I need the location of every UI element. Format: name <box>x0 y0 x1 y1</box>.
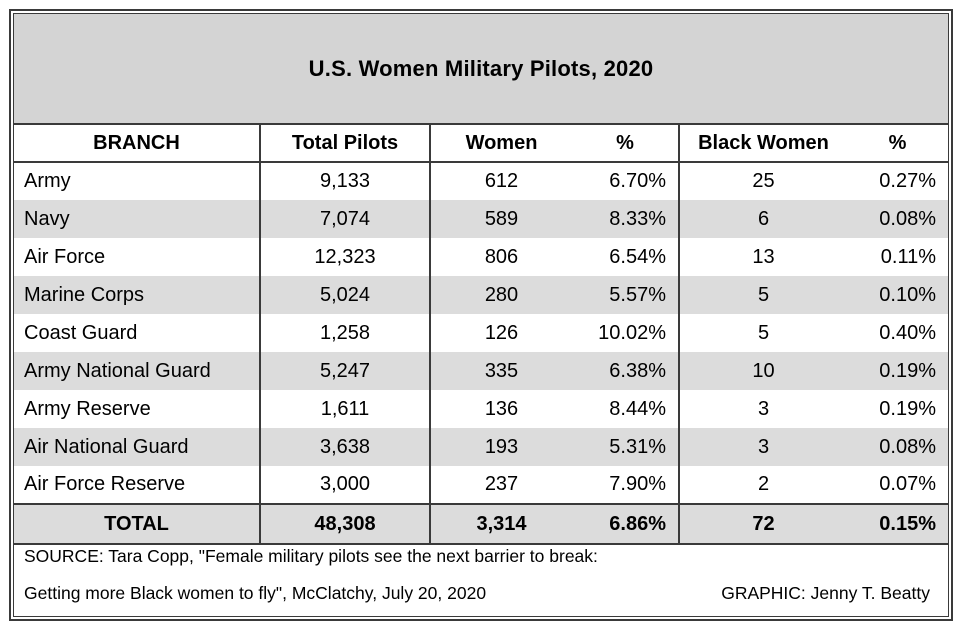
header-row: BRANCH Total Pilots Women % Black Women … <box>14 125 948 163</box>
cell-branch: Air National Guard <box>14 428 260 466</box>
cell-black-women: 5 <box>678 276 847 314</box>
cell-women-pct: 5.57% <box>572 276 679 314</box>
cell-black-women: 10 <box>678 352 847 390</box>
cell-black-pct: 0.40% <box>879 321 936 344</box>
cell-branch: Army Reserve <box>24 397 151 420</box>
cell-black-women: 3 <box>678 390 847 428</box>
cell-women: 806 <box>429 238 572 276</box>
cell-black-pct: 0.08% <box>847 428 948 466</box>
header-women-pct: % <box>572 125 679 163</box>
outer-frame <box>9 9 953 621</box>
cell-black-pct: 0.19% <box>879 397 936 420</box>
total-pilots: 48,308 <box>259 503 430 545</box>
cell-total: 1,611 <box>259 390 430 428</box>
cell-women-pct: 6.54% <box>609 245 666 268</box>
source-line-1: SOURCE: Tara Copp, "Female military pilo… <box>24 546 598 566</box>
total-row: TOTAL 48,308 3,314 6.86% 72 0.15% <box>14 503 948 545</box>
table-row: Coast Guard 1,258 126 10.02% 5 0.40% <box>14 314 948 352</box>
cell-total: 12,323 <box>259 238 430 276</box>
total-black-women: 72 <box>678 503 847 545</box>
total-women: 3,314 <box>429 503 572 545</box>
header-black-pct: % <box>847 125 948 163</box>
cell-black-pct: 0.19% <box>847 352 948 390</box>
cell-black-women: 6 <box>678 200 847 238</box>
cell-women: 136 <box>429 390 572 428</box>
cell-black-pct: 0.10% <box>847 276 948 314</box>
cell-women-pct: 5.31% <box>572 428 679 466</box>
cell-women: 612 <box>429 162 572 200</box>
total-black-pct: 0.15% <box>847 503 948 545</box>
cell-black-pct: 0.07% <box>879 473 936 495</box>
table-row: Air Force Reserve 3,000 237 7.90% 2 0.07… <box>14 466 948 504</box>
cell-black-women: 5 <box>678 314 847 352</box>
source-line-2: Getting more Black women to fly", McClat… <box>24 583 487 603</box>
cell-branch: Air Force <box>24 245 106 268</box>
cell-women: 335 <box>429 352 572 390</box>
cell-total: 7,074 <box>259 200 430 238</box>
cell-women-pct: 10.02% <box>598 321 666 344</box>
cell-total: 5,024 <box>259 276 430 314</box>
cell-total: 3,638 <box>259 428 430 466</box>
cell-black-pct: 0.11% <box>880 245 936 268</box>
pilots-table: BRANCH Total Pilots Women % Black Women … <box>14 125 948 545</box>
header-women: Women <box>429 125 572 163</box>
cell-women-pct: 6.70% <box>609 170 666 192</box>
cell-branch: Air Force Reserve <box>24 473 186 495</box>
cell-branch: Coast Guard <box>24 321 138 344</box>
cell-black-women: 25 <box>678 162 847 200</box>
header-branch: BRANCH <box>14 125 260 163</box>
cell-total: 1,258 <box>259 314 430 352</box>
cell-black-pct: 0.27% <box>879 170 936 192</box>
cell-black-women: 2 <box>678 466 847 504</box>
cell-black-women: 3 <box>678 428 847 466</box>
table-row: Army Reserve 1,611 136 8.44% 3 0.19% <box>14 390 948 428</box>
cell-women-pct: 8.33% <box>572 200 679 238</box>
cell-branch: Army <box>24 170 71 192</box>
cell-branch: Marine Corps <box>14 276 260 314</box>
cell-women: 237 <box>429 466 572 504</box>
cell-black-women: 13 <box>678 238 847 276</box>
title-band: U.S. Women Military Pilots, 2020 <box>14 14 948 125</box>
cell-women: 126 <box>429 314 572 352</box>
table-title: U.S. Women Military Pilots, 2020 <box>308 55 654 81</box>
header-total-pilots: Total Pilots <box>259 125 430 163</box>
cell-branch: Navy <box>14 200 260 238</box>
cell-total: 5,247 <box>259 352 430 390</box>
cell-total: 3,000 <box>259 466 430 504</box>
table-row: Navy 7,074 589 8.33% 6 0.08% <box>14 200 948 238</box>
cell-black-pct: 0.08% <box>847 200 948 238</box>
table-row: Army National Guard 5,247 335 6.38% 10 0… <box>14 352 948 390</box>
table-row: Air Force 12,323 806 6.54% 13 0.11% <box>14 238 948 276</box>
cell-women-pct: 6.38% <box>572 352 679 390</box>
cell-total: 9,133 <box>259 162 430 200</box>
cell-branch: Army National Guard <box>14 352 260 390</box>
total-label: TOTAL <box>14 503 260 545</box>
cell-women: 280 <box>429 276 572 314</box>
cell-women: 589 <box>429 200 572 238</box>
table-row: Army 9,133 612 6.70% 25 0.27% <box>14 162 948 200</box>
table-row: Air National Guard 3,638 193 5.31% 3 0.0… <box>14 428 948 466</box>
cell-women-pct: 8.44% <box>609 397 666 420</box>
table-row: Marine Corps 5,024 280 5.57% 5 0.10% <box>14 276 948 314</box>
inner-frame <box>13 13 949 617</box>
graphic-credit: GRAPHIC: Jenny T. Beatty <box>721 583 930 603</box>
header-black-women: Black Women <box>678 125 847 163</box>
cell-women: 193 <box>429 428 572 466</box>
cell-women-pct: 7.90% <box>609 473 666 495</box>
total-women-pct: 6.86% <box>572 503 679 545</box>
